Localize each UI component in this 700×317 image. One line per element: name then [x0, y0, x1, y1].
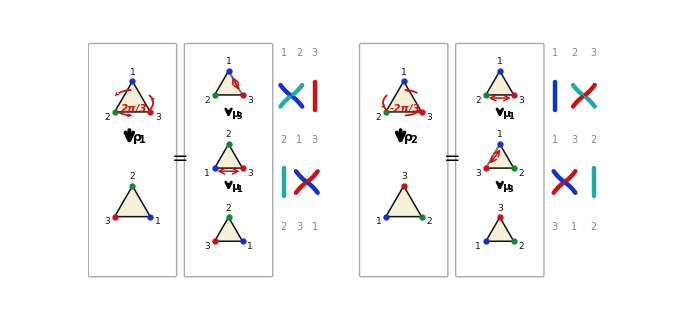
Text: 3: 3 [237, 112, 242, 121]
Polygon shape [486, 144, 514, 168]
Text: 3: 3 [508, 185, 513, 194]
Text: 2: 2 [296, 49, 302, 58]
Text: 2: 2 [281, 135, 287, 145]
Text: 1: 1 [475, 242, 481, 251]
Text: 1: 1 [225, 57, 232, 66]
Text: 2: 2 [410, 135, 416, 145]
Text: 1: 1 [375, 217, 382, 226]
Text: 2: 2 [130, 172, 135, 181]
Text: 3: 3 [247, 96, 253, 105]
Text: 3: 3 [312, 49, 318, 58]
Text: 2: 2 [519, 169, 524, 178]
Text: 2: 2 [225, 204, 232, 213]
Text: 2: 2 [426, 217, 432, 226]
Polygon shape [115, 81, 150, 112]
Text: 3: 3 [475, 169, 481, 178]
Text: 2: 2 [519, 242, 524, 251]
Text: 2: 2 [376, 113, 382, 122]
Text: 3: 3 [247, 169, 253, 178]
Text: =: = [172, 149, 189, 168]
Text: 1: 1 [155, 217, 161, 226]
Text: ρ: ρ [133, 131, 142, 144]
Text: 1: 1 [401, 68, 407, 77]
Text: 2: 2 [204, 96, 210, 105]
Text: 2: 2 [281, 222, 287, 232]
Text: μ: μ [232, 182, 240, 192]
FancyBboxPatch shape [88, 43, 176, 277]
Text: 1: 1 [130, 68, 135, 77]
Text: 1: 1 [296, 135, 302, 145]
Text: 3: 3 [571, 135, 577, 145]
Polygon shape [115, 186, 150, 217]
Text: 3: 3 [519, 96, 524, 105]
Text: 2: 2 [591, 135, 596, 145]
Text: 1: 1 [312, 222, 318, 232]
Text: 1: 1 [508, 112, 513, 121]
Polygon shape [386, 81, 421, 112]
Text: 1: 1 [247, 242, 253, 251]
Text: 3: 3 [104, 217, 110, 226]
Polygon shape [215, 144, 242, 168]
Text: 2: 2 [225, 131, 232, 139]
FancyBboxPatch shape [456, 43, 544, 277]
Text: 2: 2 [571, 49, 577, 58]
Text: 3: 3 [426, 113, 432, 122]
Text: 3: 3 [204, 242, 210, 251]
Text: 3: 3 [401, 172, 407, 181]
Polygon shape [215, 217, 242, 241]
Text: 1: 1 [497, 131, 503, 139]
Polygon shape [486, 71, 514, 95]
Text: 2: 2 [104, 113, 110, 122]
Text: 3: 3 [296, 222, 302, 232]
Text: 1: 1 [552, 135, 558, 145]
Text: 1: 1 [281, 49, 286, 58]
Polygon shape [215, 71, 242, 95]
Text: 3: 3 [155, 113, 161, 122]
Text: 1: 1 [204, 169, 210, 178]
Text: 2: 2 [591, 222, 596, 232]
Text: 3: 3 [591, 49, 596, 58]
Text: 1: 1 [552, 49, 558, 58]
Polygon shape [486, 217, 514, 241]
Text: μ: μ [503, 182, 511, 192]
Text: 1: 1 [139, 135, 146, 145]
Text: 3: 3 [312, 135, 318, 145]
Text: 2π/3: 2π/3 [120, 104, 147, 114]
Text: =: = [444, 149, 460, 168]
Text: 3: 3 [552, 222, 558, 232]
Text: 1: 1 [237, 185, 242, 194]
Text: 3: 3 [497, 204, 503, 213]
Polygon shape [386, 186, 421, 217]
Text: μ: μ [503, 109, 511, 119]
FancyBboxPatch shape [184, 43, 273, 277]
Text: -2π/3: -2π/3 [390, 104, 421, 114]
FancyBboxPatch shape [360, 43, 448, 277]
Text: ρ: ρ [405, 131, 413, 144]
Text: 1: 1 [497, 57, 503, 66]
Text: 2: 2 [475, 96, 481, 105]
Text: 1: 1 [571, 222, 577, 232]
Text: μ: μ [232, 109, 240, 119]
